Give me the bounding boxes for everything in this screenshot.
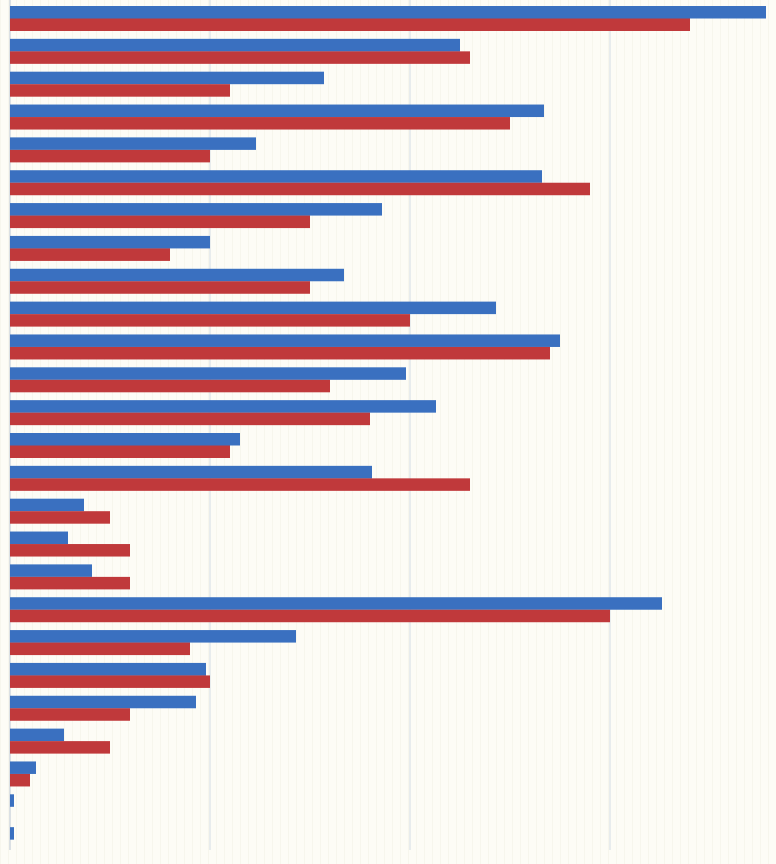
bar bbox=[10, 149, 210, 163]
bar bbox=[10, 662, 206, 676]
bar bbox=[10, 248, 170, 261]
bar bbox=[10, 708, 130, 721]
bar bbox=[10, 84, 230, 97]
bar bbox=[10, 346, 550, 360]
bar bbox=[10, 412, 370, 426]
bar bbox=[10, 6, 766, 19]
bar bbox=[10, 71, 324, 85]
bar bbox=[10, 827, 14, 840]
bar bbox=[10, 544, 130, 557]
bar bbox=[10, 728, 64, 742]
bar bbox=[10, 367, 406, 380]
bar bbox=[10, 38, 460, 52]
bar bbox=[10, 104, 544, 118]
bar bbox=[10, 314, 410, 327]
bar bbox=[10, 773, 30, 787]
bar bbox=[10, 445, 230, 458]
bar bbox=[10, 794, 14, 807]
bar bbox=[10, 215, 310, 229]
bar bbox=[10, 478, 470, 491]
bar bbox=[10, 170, 542, 183]
bar bbox=[10, 379, 330, 393]
bar bbox=[10, 498, 84, 512]
bar bbox=[10, 400, 436, 413]
bar bbox=[10, 182, 590, 196]
bar bbox=[10, 51, 470, 64]
bar bbox=[10, 18, 690, 31]
bar bbox=[10, 334, 560, 347]
bar bbox=[10, 564, 92, 577]
bar bbox=[10, 268, 344, 282]
bar bbox=[10, 137, 256, 150]
bar bbox=[10, 597, 662, 610]
bar bbox=[10, 301, 496, 315]
bar bbox=[10, 642, 190, 656]
bar bbox=[10, 117, 510, 130]
bar bbox=[10, 281, 310, 294]
bar bbox=[10, 235, 210, 249]
bar bbox=[10, 433, 240, 446]
bar bbox=[10, 675, 210, 688]
bar bbox=[10, 609, 610, 623]
bar bbox=[10, 761, 36, 774]
bar bbox=[10, 465, 372, 479]
bar bbox=[10, 630, 296, 643]
bar bbox=[10, 576, 130, 590]
bar bbox=[10, 695, 196, 709]
bar bbox=[10, 531, 68, 545]
bar bbox=[10, 741, 110, 754]
bar bbox=[10, 511, 110, 524]
bar bbox=[10, 203, 382, 216]
